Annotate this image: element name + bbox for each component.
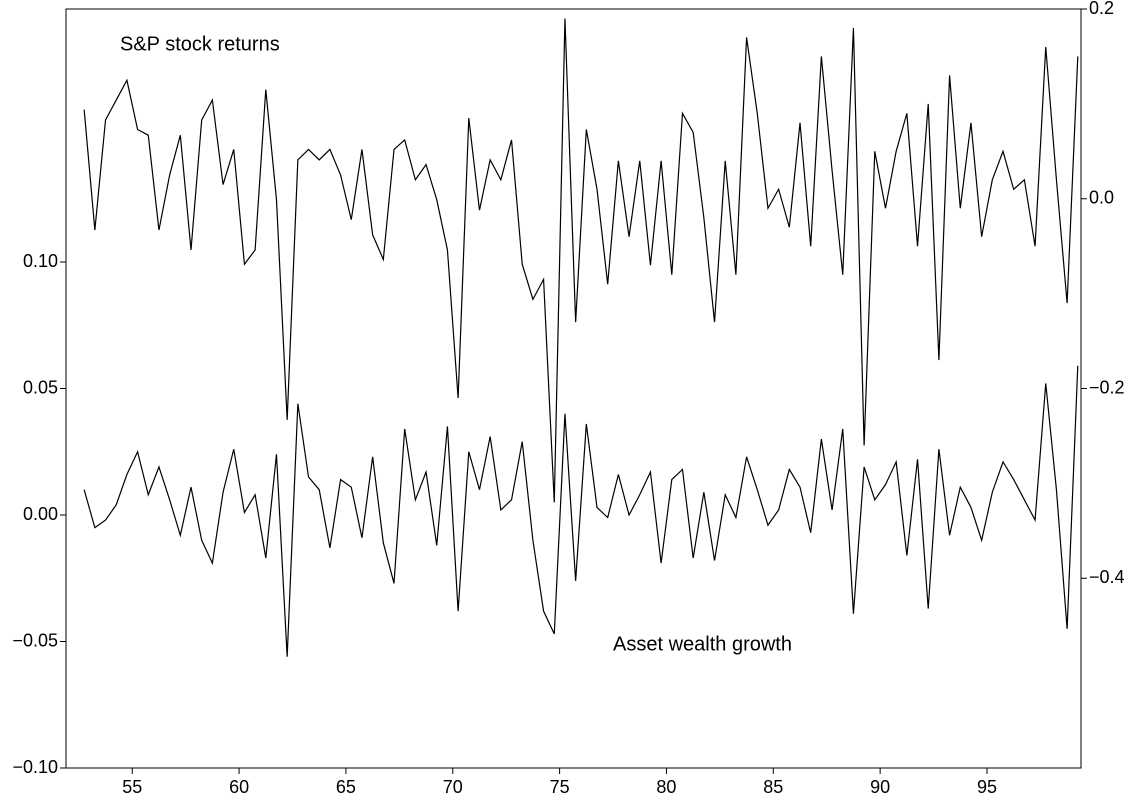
x-tick-label: 65 xyxy=(336,777,356,797)
y2-tick-label: 0.2 xyxy=(1089,0,1114,18)
y-tick-label: 0.05 xyxy=(23,377,58,397)
series-label: Asset wealth growth xyxy=(613,633,792,655)
y2-tick-label: −0.4 xyxy=(1089,567,1125,587)
series-line xyxy=(83,365,1079,657)
x-tick-label: 55 xyxy=(122,777,142,797)
y2-tick-label: −0.2 xyxy=(1089,377,1125,397)
series-label: S&P stock returns xyxy=(120,33,280,55)
x-tick-label: 70 xyxy=(443,777,463,797)
x-tick-label: 75 xyxy=(550,777,570,797)
x-tick-label: 60 xyxy=(229,777,249,797)
x-tick-label: 95 xyxy=(977,777,997,797)
y2-tick-label: 0.0 xyxy=(1089,188,1114,208)
x-tick-label: 85 xyxy=(763,777,783,797)
y-tick-label: −0.10 xyxy=(12,757,58,777)
y-tick-label: −0.05 xyxy=(12,630,58,650)
x-tick-label: 90 xyxy=(870,777,890,797)
y-tick-label: 0.00 xyxy=(23,504,58,524)
series-line xyxy=(83,18,1079,503)
x-tick-label: 80 xyxy=(656,777,676,797)
y-tick-label: 0.10 xyxy=(23,251,58,271)
